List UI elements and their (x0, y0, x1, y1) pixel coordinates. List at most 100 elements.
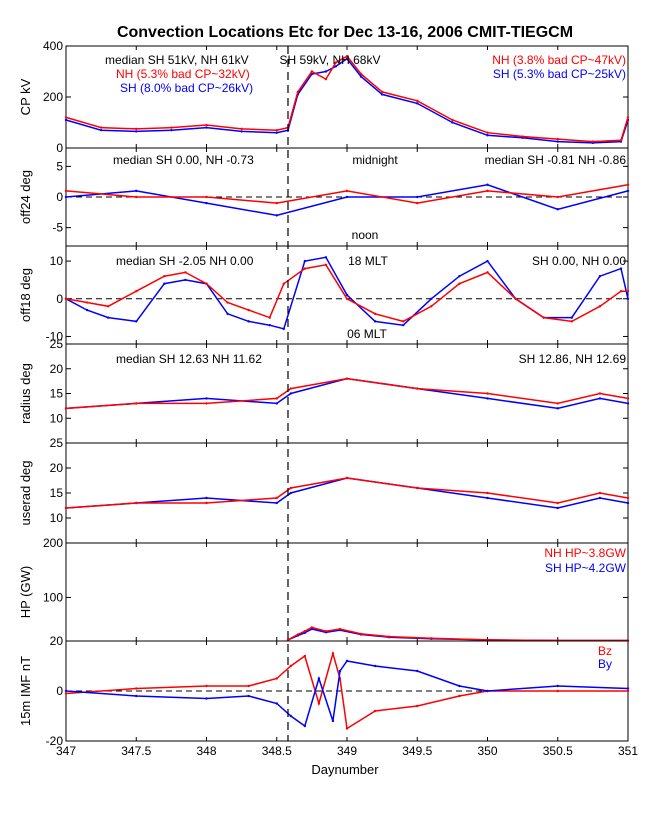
data-point-sh (303, 259, 307, 263)
data-point-sh (205, 126, 208, 129)
data-point-sh (324, 256, 328, 259)
data-point-sh (626, 402, 630, 405)
data-point-sh (275, 402, 278, 405)
data-point-nh (451, 118, 454, 122)
data-point-nh (275, 128, 278, 132)
data-point-sh (486, 496, 489, 500)
y-tick-label: 0 (56, 292, 63, 306)
data-point-bz (458, 694, 461, 698)
annotation: median SH -2.05 NH 0.00 (116, 254, 254, 268)
data-point-sh (486, 183, 489, 186)
annotation: noon (352, 228, 379, 242)
data-point-nh (85, 301, 89, 304)
annotation: By (598, 657, 612, 671)
data-point-bz (626, 689, 630, 693)
chart-title: Convection Locations Etc for Dec 13-16, … (117, 24, 573, 41)
data-point-nh (416, 201, 419, 205)
data-point-nh (416, 387, 419, 390)
data-point-by (626, 687, 630, 690)
series-line-nh (65, 263, 628, 323)
data-point-nh (334, 61, 337, 64)
data-point-sh (135, 189, 138, 193)
data-point-bz (64, 692, 68, 695)
x-tick-label: 348.5 (262, 744, 292, 758)
data-point-bz (373, 709, 377, 713)
data-point-nh (430, 637, 433, 640)
data-point-sh (240, 130, 243, 133)
y-tick-label: -10 (46, 329, 64, 343)
data-point-by (556, 684, 559, 688)
data-point-nh (240, 127, 243, 131)
data-point-nh (289, 486, 292, 490)
data-point-nh (303, 630, 307, 633)
data-point-nh (282, 282, 285, 285)
data-point-nh (345, 297, 349, 300)
data-point-nh (324, 263, 328, 267)
data-point-nh (64, 189, 68, 193)
data-point-by (331, 719, 335, 723)
panel-radius: 10 15 20 25 radius deg median SH 12.63 NH 11.… (18, 337, 630, 444)
y-tick-label: -20 (46, 734, 64, 748)
data-point-nh (373, 312, 377, 316)
data-point-nh (64, 506, 68, 510)
data-point-nh (402, 320, 405, 323)
annotation: 06 MLT (347, 327, 387, 341)
x-axis-label: Daynumber (311, 762, 379, 777)
data-point-bz (275, 677, 278, 680)
y-axis-label: HP (GW) (18, 566, 33, 618)
panel-off24: -5 0 5 off24 deg median SH 0.00, NH -0.73 mid… (18, 147, 630, 247)
data-point-nh (430, 305, 433, 308)
data-point-sh (205, 201, 208, 205)
data-point-nh (591, 140, 595, 143)
data-point-by (486, 689, 489, 693)
data-point-nh (268, 316, 271, 319)
data-point-sh (598, 274, 602, 278)
y-tick-label: 20 (50, 362, 64, 376)
annotation: midnight (352, 153, 398, 167)
data-point-sh (135, 130, 138, 133)
data-point-nh (170, 126, 173, 129)
x-tick-label: 349.5 (402, 744, 432, 758)
annotation: NH (5.3% bad CP~32kV) (116, 67, 250, 81)
data-point-nh (338, 627, 342, 631)
data-point-nh (626, 397, 630, 400)
annotation: SH HP~4.2GW (545, 561, 627, 575)
data-point-bz (247, 684, 250, 688)
data-point-by (289, 714, 292, 718)
data-point-nh (184, 271, 187, 274)
data-point-sh (626, 297, 630, 300)
data-point-sh (626, 189, 630, 193)
series-line-nh (287, 626, 628, 642)
data-point-nh (626, 116, 630, 119)
y-tick-label: 100 (43, 590, 63, 604)
annotation: Bz (598, 644, 612, 658)
annotation: SH (8.0% bad CP~26kV) (120, 81, 253, 95)
data-point-by (247, 694, 250, 698)
data-point-sh (556, 407, 559, 410)
y-tick-label: 0 (56, 684, 63, 698)
data-point-nh (275, 496, 278, 500)
data-point-nh (324, 630, 328, 633)
data-point-nh (275, 397, 278, 400)
y-tick-label: 25 (50, 436, 64, 450)
data-point-sh (184, 278, 187, 282)
y-tick-label: 15 (50, 486, 64, 500)
data-point-bz (556, 689, 559, 693)
x-tick-label: 350.5 (543, 744, 573, 758)
data-point-nh (275, 201, 278, 205)
data-point-nh (598, 305, 602, 308)
data-point-nh (205, 501, 208, 505)
data-point-nh (64, 407, 68, 410)
x-tick-label: 350 (477, 744, 497, 758)
x-tick-label: 349 (337, 744, 357, 758)
data-point-nh (380, 90, 384, 94)
data-point-sh (64, 118, 68, 122)
data-point-nh (626, 290, 630, 293)
data-point-nh (289, 387, 292, 390)
data-point-sh (345, 195, 349, 199)
data-point-sh (416, 195, 419, 199)
data-point-nh (416, 486, 419, 490)
data-point-sh (486, 397, 489, 400)
data-point-nh (359, 632, 363, 636)
